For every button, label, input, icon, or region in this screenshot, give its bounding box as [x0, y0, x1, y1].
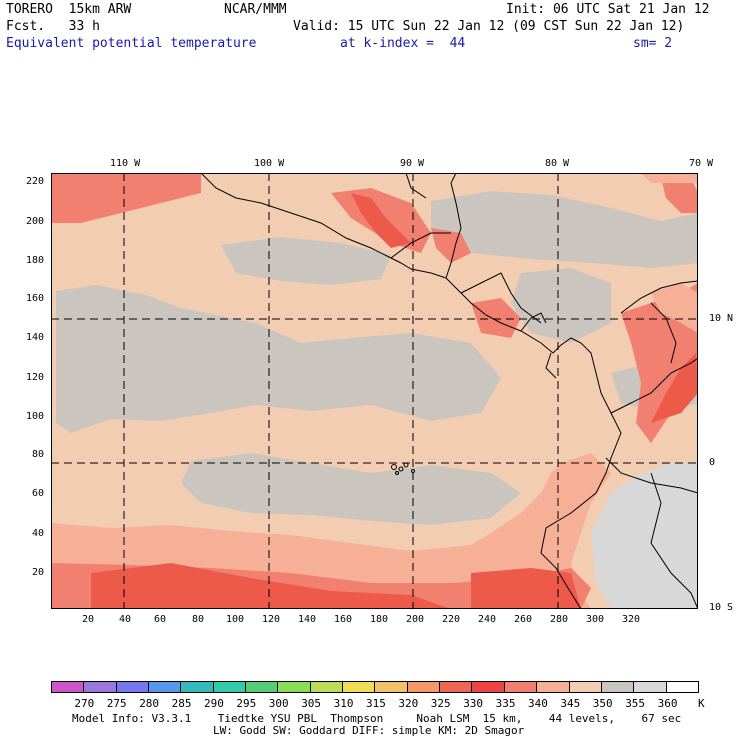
colorbar-swatch	[310, 682, 344, 692]
map-frame	[51, 173, 698, 609]
colorbar-label: 345	[560, 697, 581, 710]
center-name: NCAR/MMM	[224, 2, 287, 17]
colorbar-label: 295	[236, 697, 257, 710]
model-info-line1: Model Info: V3.3.1 Tiedtke YSU PBL Thomp…	[72, 712, 682, 725]
x-tick-label: 180	[370, 614, 389, 625]
x-tick-label: 100	[226, 614, 245, 625]
colorbar-unit: K	[698, 697, 705, 710]
x-tick-label: 40	[119, 614, 132, 625]
colorbar-swatch	[246, 682, 279, 692]
lon-label-100w: 100 W	[254, 158, 285, 169]
colorbar-swatch	[407, 682, 441, 692]
y-tick-label: 220	[26, 176, 45, 187]
forecast-hour: Fcst. 33 h	[6, 19, 100, 34]
x-tick-label: 60	[154, 614, 167, 625]
colorbar-swatch	[601, 682, 635, 692]
colorbar-label: 300	[268, 697, 289, 710]
model-info-line2: LW: Godd SW: Goddard DIFF: simple KM: 2D…	[213, 724, 525, 737]
colorbar-label: 270	[74, 697, 95, 710]
colorbar-swatch	[375, 682, 408, 692]
colorbar-label: 330	[463, 697, 484, 710]
x-tick-label: 280	[550, 614, 569, 625]
coastlines	[200, 173, 698, 609]
colorbar-swatch	[343, 682, 376, 692]
model-title: TORERO 15km ARW	[6, 2, 132, 17]
lat-label-0: 0	[709, 457, 716, 468]
x-tick-label: 120	[262, 614, 281, 625]
y-tick-label: 120	[26, 372, 45, 383]
colorbar-label: 340	[528, 697, 548, 710]
x-tick-label: 200	[406, 614, 425, 625]
colorbar-swatch	[666, 682, 698, 692]
colorbar-label: 355	[625, 697, 646, 710]
level-info: at k-index = 44	[340, 36, 466, 51]
colorbar-swatch	[52, 682, 85, 692]
x-tick-label: 240	[478, 614, 497, 625]
colorbar-label: 305	[301, 697, 322, 710]
colorbar-label: 280	[139, 697, 160, 710]
lon-label-90w: 90 W	[400, 158, 425, 169]
field-330-340	[51, 173, 698, 609]
colorbar-swatch	[472, 682, 505, 692]
field-345-350	[56, 191, 698, 525]
colorbar-swatch	[181, 682, 214, 692]
colorbar-swatch	[213, 682, 247, 692]
colorbar-swatch	[278, 682, 311, 692]
colorbar-swatch	[84, 682, 117, 692]
x-tick-label: 140	[298, 614, 317, 625]
x-tick-label: 320	[622, 614, 641, 625]
colorbar-label: 290	[204, 697, 224, 710]
x-tick-label: 160	[334, 614, 353, 625]
lon-label-80w: 80 W	[545, 158, 570, 169]
colorbar-label: 275	[106, 697, 127, 710]
x-tick-label: 220	[442, 614, 461, 625]
lat-label-10s: 10 S	[709, 602, 734, 613]
x-tick-label: 300	[586, 614, 605, 625]
colorbar-label: 335	[495, 697, 516, 710]
colorbar-swatch	[440, 682, 473, 692]
x-tick-label: 20	[82, 614, 95, 625]
colorbar	[51, 681, 699, 693]
colorbar-label: 310	[333, 697, 354, 710]
colorbar-label: 285	[171, 697, 192, 710]
colorbar-label: 325	[430, 697, 451, 710]
lon-label-110w: 110 W	[110, 158, 141, 169]
y-tick-label: 60	[32, 488, 45, 499]
y-tick-label: 160	[26, 293, 45, 304]
graticule	[51, 173, 698, 609]
field-name: Equivalent potential temperature	[6, 36, 257, 51]
x-tick-label: 80	[192, 614, 205, 625]
y-tick-label: 20	[32, 567, 45, 578]
y-tick-label: 200	[26, 216, 45, 227]
y-tick-label: 40	[32, 528, 45, 539]
y-tick-label: 180	[26, 255, 45, 266]
x-tick-label: 260	[514, 614, 533, 625]
colorbar-label: 320	[398, 697, 419, 710]
y-tick-label: 100	[26, 411, 45, 422]
colorbar-swatch	[116, 682, 150, 692]
colorbar-swatch	[149, 682, 182, 692]
colorbar-label: 350	[592, 697, 613, 710]
y-tick-label: 80	[32, 449, 45, 460]
lon-label-70w: 70 W	[689, 158, 714, 169]
colorbar-swatch	[569, 682, 602, 692]
colorbar-swatch	[537, 682, 570, 692]
colorbar-label: 315	[366, 697, 386, 710]
valid-time: Valid: 15 UTC Sun 22 Jan 12 (09 CST Sun …	[293, 19, 685, 34]
smoothing-info: sm= 2	[633, 36, 673, 51]
colorbar-label: 360	[657, 697, 678, 710]
colorbar-swatch	[504, 682, 538, 692]
init-time: Init: 06 UTC Sat 21 Jan 12	[506, 2, 710, 17]
lat-label-10n: 10 N	[709, 313, 734, 324]
y-tick-label: 140	[26, 332, 45, 343]
theta-e-map	[51, 173, 698, 609]
colorbar-swatch	[634, 682, 667, 692]
